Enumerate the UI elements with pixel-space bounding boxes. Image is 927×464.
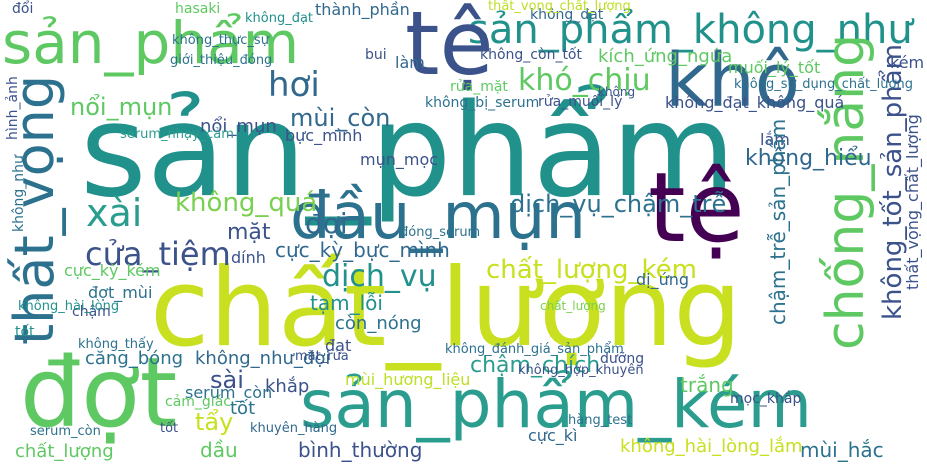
cloud-word: cực_kì bbox=[528, 426, 578, 445]
cloud-word: mặt_rửa bbox=[295, 349, 349, 364]
cloud-word: tốt bbox=[160, 421, 179, 436]
cloud-word: thất_vọng_chất_lượng bbox=[488, 0, 631, 14]
cloud-word: làm bbox=[395, 53, 425, 72]
cloud-word: khó_chịu bbox=[518, 63, 651, 98]
cloud-word: đạt bbox=[325, 336, 352, 355]
cloud-word: căng_bóng bbox=[85, 348, 184, 369]
cloud-word: mùi_hắc bbox=[800, 438, 884, 462]
cloud-word: kém bbox=[890, 53, 925, 72]
cloud-word: rửa_mặt bbox=[450, 79, 508, 95]
cloud-word: lắm bbox=[760, 130, 790, 149]
cloud-word: tệ bbox=[648, 152, 745, 264]
cloud-word: đợt_mùi bbox=[88, 283, 153, 302]
cloud-word: khắp bbox=[265, 376, 310, 397]
cloud-word: dịch_vụ_chậm_trễ bbox=[510, 190, 727, 218]
cloud-word: đợt bbox=[20, 337, 178, 449]
cloud-word: hasaki bbox=[175, 1, 221, 17]
cloud-word: dưỡng bbox=[600, 351, 645, 367]
cloud-word: tệ bbox=[405, 0, 494, 95]
cloud-word: sản_phẩm_không_như bbox=[468, 7, 913, 53]
cloud-word: dị_ứng bbox=[636, 270, 690, 289]
cloud-word: đổi bbox=[12, 1, 34, 17]
cloud-word: tẩy bbox=[195, 408, 234, 436]
cloud-word: nổi_mụn bbox=[70, 93, 173, 121]
cloud-word: chất_lượng bbox=[150, 246, 742, 371]
cloud-word: trắng bbox=[680, 373, 734, 397]
cloud-word: không_còn_tốt bbox=[480, 47, 582, 63]
cloud-word: không_như bbox=[11, 155, 27, 232]
cloud-word: bực_mình bbox=[285, 126, 363, 145]
cloud-word: chất_lượng bbox=[15, 441, 114, 462]
cloud-word: hình_ảnh bbox=[5, 76, 21, 140]
cloud-word: không bbox=[598, 85, 636, 99]
cloud-word: mụn_mọc bbox=[360, 150, 439, 169]
cloud-word: chậm bbox=[72, 304, 111, 320]
cloud-word: rửa_muối_lý bbox=[538, 94, 623, 110]
cloud-word: thành_phần bbox=[315, 0, 410, 19]
cloud-word: không_hiểu bbox=[745, 146, 872, 171]
cloud-word: không_đạt_không_quá bbox=[665, 93, 845, 112]
cloud-word: cửa_tiệm bbox=[85, 235, 231, 273]
cloud-word: chất_lượng_kém bbox=[486, 255, 697, 285]
cloud-word: không_như_đợi bbox=[195, 348, 331, 369]
cloud-word: thất_vọng_chất_lượng bbox=[903, 114, 922, 290]
cloud-word: không_thấy bbox=[78, 337, 154, 352]
cloud-word: đợi bbox=[305, 207, 348, 240]
cloud-word: không_quá bbox=[175, 188, 318, 218]
cloud-word: chất_lượng bbox=[540, 299, 606, 313]
cloud-word: sài bbox=[210, 366, 244, 394]
cloud-word: sản_phẩm_kém bbox=[300, 366, 812, 443]
cloud-word: tốt bbox=[230, 398, 256, 419]
cloud-word: cảm_giác bbox=[165, 394, 231, 410]
cloud-word: kích_ứng_ngứa bbox=[598, 46, 733, 67]
cloud-word: tạm_lỗi bbox=[310, 291, 383, 315]
cloud-word: không_đánh_giá_sản_phẩm bbox=[445, 342, 624, 357]
cloud-word: không_thực_sự bbox=[172, 33, 269, 48]
cloud-word: mọc_khắp bbox=[730, 391, 802, 407]
cloud-word: mùi_hương_liệu bbox=[345, 370, 471, 389]
cloud-word: giới_thiệu_đóng bbox=[170, 53, 273, 68]
cloud-word: không_đạt bbox=[245, 11, 314, 26]
cloud-word: tốt bbox=[15, 324, 35, 340]
cloud-word: khô bbox=[665, 38, 801, 124]
cloud-word: chậm_chích bbox=[470, 353, 601, 378]
cloud-word: dầu bbox=[200, 438, 238, 462]
cloud-word: mặt bbox=[227, 220, 271, 245]
cloud-word: dịch_vụ bbox=[322, 259, 437, 294]
cloud-word: còn_nóng bbox=[335, 313, 422, 334]
cloud-word: hơi bbox=[268, 65, 320, 105]
cloud-word: serum_còn bbox=[185, 383, 273, 402]
cloud-word: khuyên_hàng bbox=[250, 421, 338, 436]
cloud-word: cực_kỳ_bực_mình bbox=[275, 238, 450, 262]
cloud-word: hàng_test bbox=[568, 413, 633, 428]
cloud-word: bình_thường bbox=[298, 438, 423, 462]
cloud-word: xài bbox=[86, 191, 143, 235]
cloud-word: muối_lý_tốt bbox=[728, 58, 821, 77]
cloud-word: dính bbox=[231, 248, 266, 267]
cloud-word: đóng_serum bbox=[400, 225, 481, 240]
cloud-word: không_sử_dụng_chất_lượng bbox=[734, 77, 913, 92]
cloud-word: sản_phẩm bbox=[80, 77, 736, 226]
cloud-word: đầu_mụn bbox=[290, 180, 586, 254]
cloud-word: không_bị_serum bbox=[425, 95, 540, 111]
cloud-word: serum_nhạy_cảm bbox=[120, 127, 234, 142]
cloud-word: cực_kỳ_kém bbox=[64, 261, 161, 280]
cloud-word: sản_phẩm bbox=[2, 9, 300, 77]
cloud-word: không_hài_lòng bbox=[18, 299, 120, 314]
cloud-word: chậm_trễ_sản_phẩm bbox=[766, 118, 790, 325]
cloud-word: không_hợp_khuyên bbox=[518, 363, 644, 378]
cloud-word: mùi_còn bbox=[290, 104, 391, 132]
cloud-word: nổi_mụn bbox=[200, 116, 277, 137]
cloud-word: không_hài_lòng_lắm bbox=[620, 436, 803, 457]
cloud-word: serum_còn bbox=[30, 424, 101, 439]
cloud-word: không_đạt bbox=[530, 7, 604, 23]
cloud-word: bui bbox=[365, 47, 387, 63]
